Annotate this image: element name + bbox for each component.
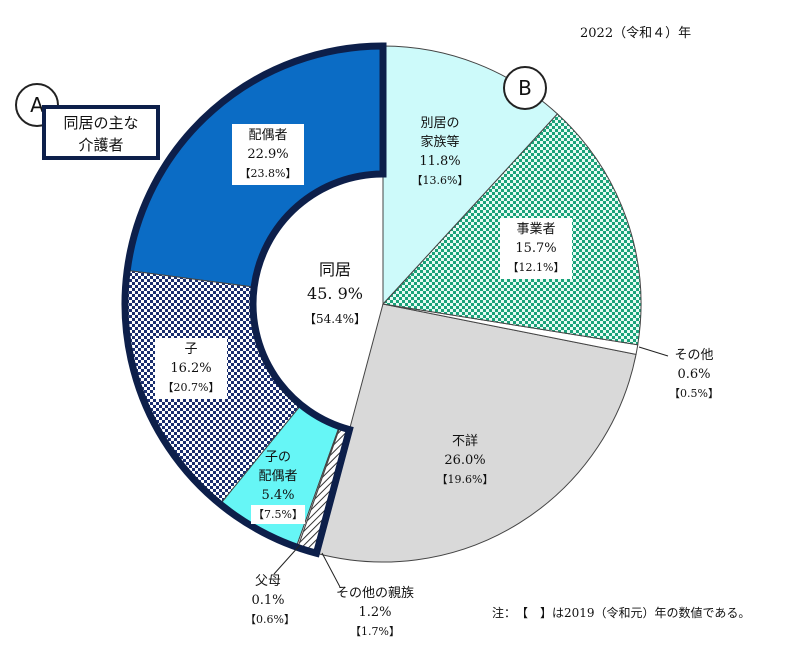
label-ko-haigusha-name2: 配偶者 [258, 469, 298, 484]
label-sonota-value: 0.6% [677, 367, 711, 382]
pie-slice-5 [315, 303, 637, 563]
center-line3: 【54.4%】 [301, 307, 369, 331]
label-fubo-value: 0.1% [251, 593, 285, 608]
label-ko-prev: 【20.7%】 [160, 378, 222, 397]
center-label: 同居 45. 9% 【54.4%】 [290, 258, 380, 331]
label-bekkyo: 別居の 家族等 11.8% 【13.6%】 [405, 114, 475, 190]
label-fusho: 不詳 26.0% 【19.6%】 [420, 432, 510, 489]
label-bekkyo-prev: 【13.6%】 [411, 174, 469, 187]
label-jigyosha-prev: 【12.1%】 [505, 258, 567, 277]
label-jigyosha-name: 事業者 [516, 222, 556, 237]
label-fubo-name: 父母 [254, 574, 281, 589]
leader-sonota [638, 346, 669, 357]
label-haigusha-name: 配偶者 [248, 128, 288, 143]
label-sonota-shinzoku-name: その他の親族 [335, 586, 414, 601]
label-bekkyo-name2: 家族等 [420, 135, 460, 150]
label-ko-name: 子 [184, 342, 198, 357]
box-a-line2: 介護者 [78, 136, 124, 154]
year-label: 2022（令和４）年 [580, 26, 692, 41]
label-fusho-prev: 【19.6%】 [436, 473, 494, 486]
cohabiting-group-outline [121, 42, 387, 558]
label-fusho-name: 不詳 [451, 434, 478, 449]
label-ko-value: 16.2% [170, 361, 212, 376]
label-jigyosha-value: 15.7% [515, 241, 557, 256]
label-bekkyo-value: 11.8% [419, 154, 461, 169]
label-ko-haigusha: 子の 配偶者 5.4% 【7.5%】 [248, 448, 308, 524]
label-haigusha-prev: 【23.8%】 [237, 164, 299, 183]
box-a-line1: 同居の主な [63, 114, 139, 132]
leader-sonota-shinzoku [321, 552, 341, 588]
label-ko: 子 16.2% 【20.7%】 [155, 338, 227, 399]
label-haigusha: 配偶者 22.9% 【23.8%】 [232, 124, 304, 185]
label-fubo: 父母 0.1% 【0.6%】 [243, 572, 297, 629]
label-sonota: その他 0.6% 【0.5%】 [662, 346, 726, 403]
label-ko-haigusha-prev: 【7.5%】 [251, 505, 305, 524]
tag-b: B [503, 66, 547, 110]
leader-fubo [273, 544, 301, 575]
label-sonota-name: その他 [674, 348, 714, 363]
label-fusho-value: 26.0% [444, 453, 486, 468]
pie-slice-8 [382, 45, 559, 306]
label-sonota-prev: 【0.5%】 [667, 384, 721, 403]
cohabiting-caregiver-box: 同居の主な 介護者 [42, 105, 160, 160]
label-ko-haigusha-name1: 子の [264, 450, 291, 465]
label-bekkyo-name1: 別居の [420, 116, 460, 131]
label-haigusha-value: 22.9% [247, 147, 289, 162]
label-fubo-prev: 【0.6%】 [243, 610, 297, 629]
label-sonota-shinzoku-prev: 【1.7%】 [348, 622, 402, 641]
label-sonota-shinzoku-value: 1.2% [358, 605, 392, 620]
footnote: 注： 【 】は2019（令和元）年の数値である。 [492, 606, 751, 620]
label-ko-haigusha-value: 5.4% [261, 488, 295, 503]
label-sonota-shinzoku: その他の親族 1.2% 【1.7%】 [320, 584, 430, 641]
center-line1: 同居 [318, 260, 351, 279]
label-jigyosha: 事業者 15.7% 【12.1%】 [500, 218, 572, 279]
center-line2: 45. 9% [307, 284, 363, 303]
